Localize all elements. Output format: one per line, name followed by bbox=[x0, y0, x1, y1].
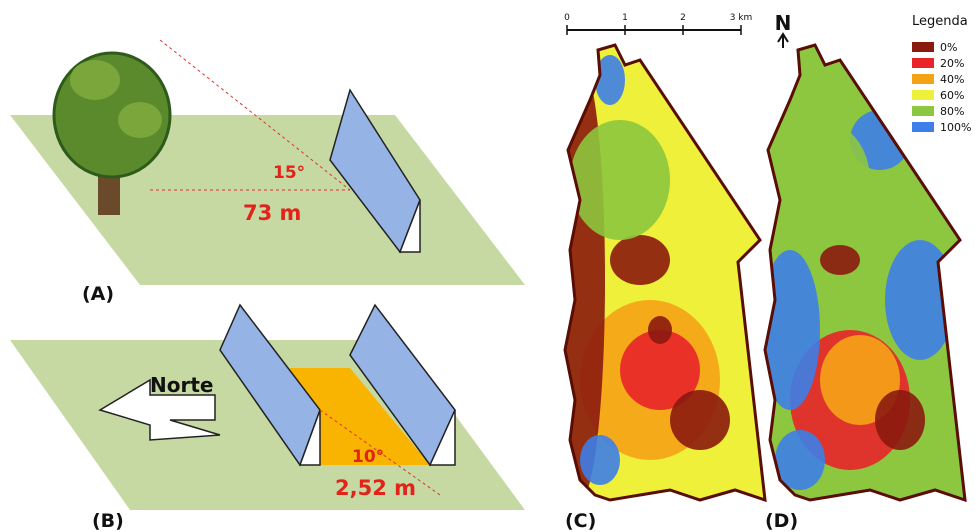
distance-label: 73 m bbox=[243, 201, 301, 225]
angle-label: 15° bbox=[273, 163, 305, 183]
scale-label: 3 km bbox=[730, 13, 753, 23]
panel-label: (B) bbox=[92, 510, 124, 532]
page: Diagram {"panel_a": {"label": "(A)", "an… bbox=[0, 0, 975, 532]
legend-label: 40% bbox=[940, 73, 964, 86]
legend-swatch bbox=[912, 58, 934, 68]
map-zone bbox=[570, 120, 670, 240]
legend-swatch bbox=[912, 90, 934, 100]
legend-swatch bbox=[912, 106, 934, 116]
body: 15° 73 m (A) Norte 10° 2,52 m (B) N (C)(… bbox=[0, 0, 975, 532]
angle-label: 10° bbox=[352, 447, 384, 467]
legend-label: 80% bbox=[940, 105, 964, 118]
panel-label: (D) bbox=[765, 510, 798, 532]
distance-label: 2,52 m bbox=[335, 476, 416, 500]
panel-label: (C) bbox=[565, 510, 596, 532]
legend: Legenda 0% 20% 40% 60% 80% 100% bbox=[912, 14, 971, 134]
map-zone bbox=[770, 120, 870, 240]
legend-label: 100% bbox=[940, 121, 971, 134]
map-zone bbox=[648, 316, 672, 344]
map bbox=[555, 40, 770, 510]
legend-swatch bbox=[912, 74, 934, 84]
legend-label: 0% bbox=[940, 41, 957, 54]
tree-leaf bbox=[70, 60, 120, 100]
legend-title: Legenda bbox=[912, 14, 968, 29]
north-arrow bbox=[778, 34, 788, 48]
figure: 15° 73 m (A) Norte 10° 2,52 m (B) N (C)(… bbox=[0, 0, 975, 532]
tree-leaf bbox=[118, 102, 162, 138]
north-label: N bbox=[775, 11, 792, 35]
scale-label: 1 bbox=[622, 13, 628, 23]
map-zone bbox=[580, 435, 620, 485]
scale-label: 0 bbox=[564, 13, 570, 23]
map-zone bbox=[885, 240, 955, 360]
map-zone bbox=[820, 245, 860, 275]
map-zone bbox=[875, 390, 925, 450]
legend-label: 20% bbox=[940, 57, 964, 70]
maps: (C) (D) bbox=[555, 40, 970, 532]
map-zone bbox=[610, 235, 670, 285]
panel-label: (A) bbox=[82, 283, 114, 305]
direction-label: Norte bbox=[150, 373, 213, 397]
legend-swatch bbox=[912, 42, 934, 52]
legend-swatch bbox=[912, 122, 934, 132]
map-zone bbox=[670, 390, 730, 450]
scale-label: 2 bbox=[680, 13, 686, 23]
legend-label: 60% bbox=[940, 89, 964, 102]
